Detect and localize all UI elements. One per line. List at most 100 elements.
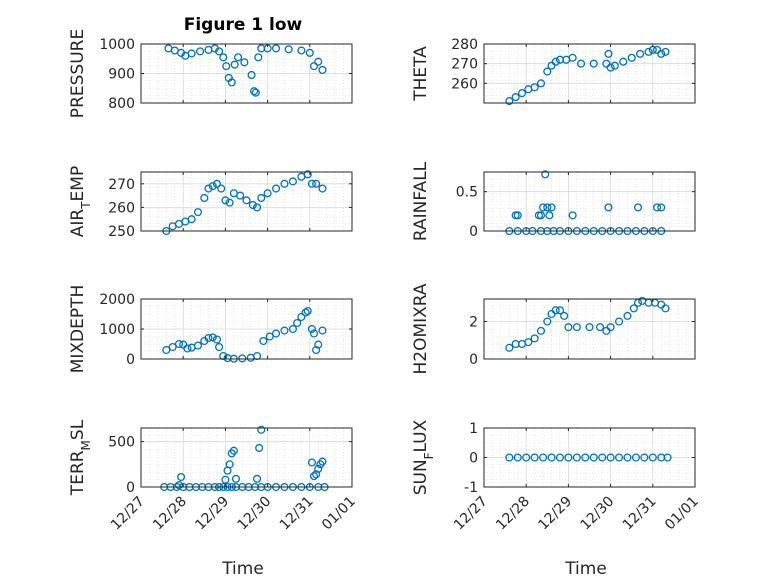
data-point (307, 179, 316, 188)
data-point (221, 196, 230, 205)
data-point (547, 203, 556, 212)
y-tick-label: 270 (451, 57, 478, 73)
marker-series (505, 45, 670, 106)
data-point (530, 83, 539, 92)
figure-title: Figure 1 low (184, 15, 303, 35)
data-point (652, 203, 662, 212)
data-point (309, 329, 319, 338)
x-axis-label-right: Time (564, 559, 607, 579)
data-point (229, 446, 238, 455)
data-point (314, 57, 323, 66)
data-point (598, 453, 607, 462)
data-point (623, 453, 632, 462)
y-axis-label: AIRTEMP (68, 166, 93, 237)
subplot-mixdepth: 0 1000 2000 MIXDEPTH (68, 285, 353, 373)
data-point (234, 53, 243, 62)
data-point (636, 49, 645, 58)
data-point (309, 472, 319, 481)
data-point (242, 196, 251, 205)
data-point (572, 453, 581, 462)
y-tick-label: 0 (126, 480, 135, 496)
data-point (555, 453, 565, 462)
data-point (271, 184, 281, 193)
data-point (661, 304, 670, 313)
data-point (663, 453, 672, 462)
y-axis-label: SUNFLUX (411, 419, 436, 495)
data-point (530, 334, 539, 343)
data-point (539, 453, 548, 462)
x-axis-label-left: Time (221, 559, 264, 579)
data-point (564, 323, 573, 332)
data-point (604, 203, 613, 212)
data-point (250, 87, 259, 96)
x-tick-label: 12/31 (620, 494, 660, 534)
data-point (307, 324, 316, 334)
data-point (610, 61, 619, 70)
y-tick-label: 260 (451, 76, 478, 92)
data-point (318, 326, 327, 335)
y-axis-label: THETA (411, 46, 431, 102)
data-point (623, 311, 632, 320)
data-point (633, 203, 643, 212)
data-point (208, 333, 217, 342)
x-tick-label: 12/28 (493, 494, 533, 534)
data-point (284, 45, 293, 54)
data-point (297, 312, 306, 322)
data-point (568, 211, 577, 220)
data-point (513, 453, 522, 462)
data-point (293, 318, 302, 328)
data-point (307, 458, 316, 467)
x-tick-label: 01/01 (662, 494, 702, 534)
data-point (505, 96, 514, 106)
data-point (297, 46, 306, 55)
data-point (225, 460, 234, 469)
data-point (505, 453, 514, 462)
data-point (301, 308, 310, 317)
y-tick-label: 2 (469, 315, 478, 331)
y-tick-label: 2000 (99, 292, 135, 308)
marker-series (505, 453, 672, 462)
data-point (225, 198, 234, 207)
y-tick-label: 800 (108, 96, 135, 112)
x-tick-label: 01/01 (319, 494, 359, 534)
data-point (314, 464, 323, 473)
data-point (238, 354, 247, 363)
subplot-rainfall: 0 0.5 RAINFALL (411, 161, 696, 241)
data-point (644, 47, 653, 56)
data-point (162, 345, 171, 355)
data-point (539, 203, 548, 212)
data-point (305, 48, 314, 57)
data-point (259, 336, 268, 346)
data-point (227, 78, 236, 87)
data-point (640, 453, 649, 462)
data-point (303, 170, 312, 179)
data-point (505, 343, 514, 352)
y-axis-label: TERRMSL (68, 419, 93, 496)
y-tick-label: -1 (464, 480, 478, 496)
x-tick-label: 12/28 (150, 494, 190, 534)
data-point (568, 53, 577, 62)
data-point (551, 306, 560, 315)
data-point (318, 65, 327, 75)
y-tick-label: 1 (469, 421, 478, 437)
data-point (547, 453, 556, 462)
data-point (204, 184, 213, 193)
x-tick-label: 12/27 (451, 494, 491, 534)
data-point (208, 182, 217, 191)
y-tick-label: 0 (469, 224, 478, 240)
subplot-terr-msl: 0 500 TERRMSL 12/27 12/28 12/29 12/30 12/31 01/0… (68, 419, 359, 533)
data-point (263, 189, 272, 198)
data-point (606, 323, 615, 332)
y-tick-label: 270 (108, 177, 135, 193)
data-point (513, 211, 522, 220)
data-point (657, 49, 666, 58)
data-point (230, 60, 239, 69)
y-axis-label: H2OMIXRA (411, 283, 431, 374)
data-point (530, 453, 539, 462)
y-tick-label: 0 (126, 352, 135, 368)
data-point (517, 89, 527, 98)
marker-series (162, 306, 327, 363)
data-point (536, 211, 546, 220)
axes-box (140, 427, 353, 488)
